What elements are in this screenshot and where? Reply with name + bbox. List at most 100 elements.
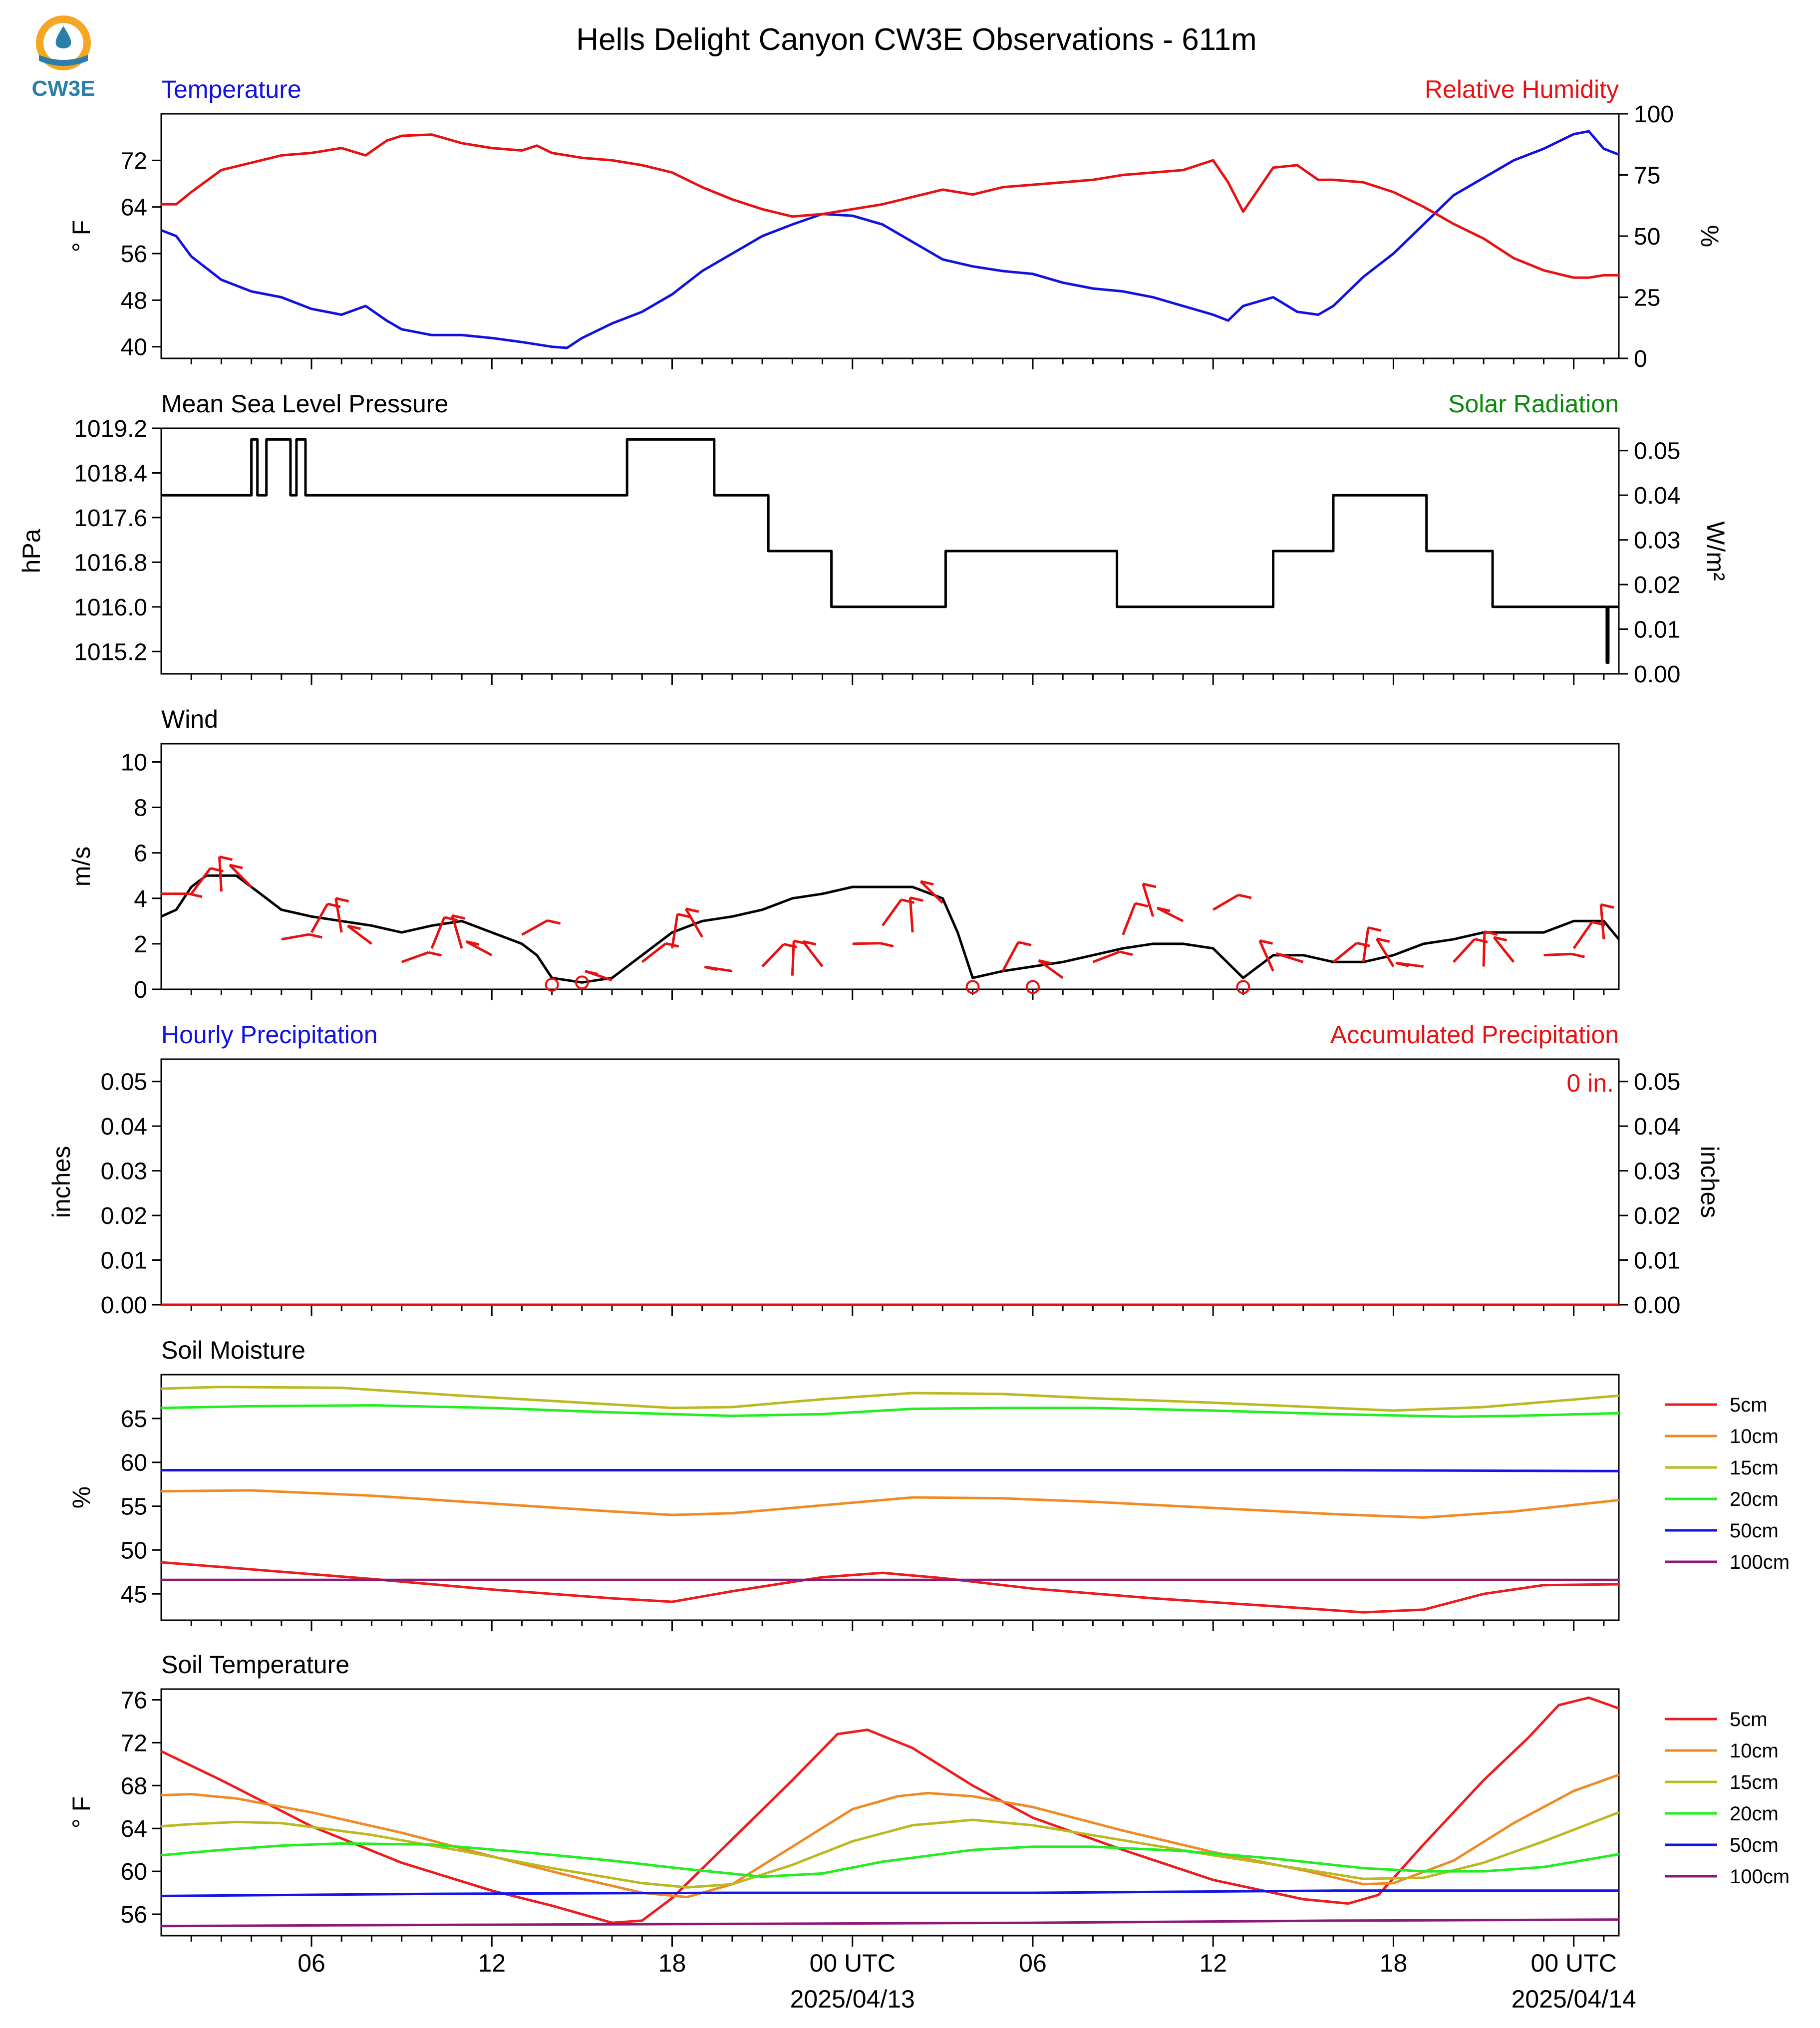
panel-title-left: Soil Temperature (161, 1651, 349, 1679)
series-line-5cm (161, 1561, 1619, 1614)
panel-title-left: Hourly Precipitation (161, 1021, 378, 1049)
series-line-20cm (161, 1404, 1619, 1418)
wind-barb-flag (677, 912, 691, 918)
wind-barb-staff (451, 915, 463, 949)
panels: Temperature Relative Humidity404856647202… (17, 75, 1790, 2013)
panel-title-left: Temperature (161, 75, 302, 103)
legend-label: 10cm (1730, 1426, 1779, 1448)
wind-barb-flag (347, 924, 361, 930)
y-tick-label: 0 (134, 977, 147, 1003)
y-tick-label: 2 (134, 931, 147, 958)
wind-barb-flag (803, 940, 817, 946)
wind-barb-staff (310, 903, 329, 933)
y-tick-label: 1017.6 (74, 505, 147, 532)
wind-barb-flag (1571, 952, 1585, 958)
wind-barb-flag (1143, 882, 1157, 888)
x-date-label: 2025/04/14 (1512, 1985, 1636, 2013)
wind-barb-staff (1453, 938, 1476, 963)
y2-tick-label: 75 (1634, 163, 1660, 189)
y-tick-label: 60 (121, 1450, 147, 1476)
wind-barb-flag (229, 864, 243, 869)
series-line-10cm (161, 1489, 1619, 1519)
wind-barb-flag (308, 933, 322, 939)
y2-tick-label: 0.05 (1634, 1069, 1680, 1096)
wind-barb-flag (1356, 941, 1370, 947)
series-line-50cm (161, 1469, 1619, 1472)
panel-temperature-humidity: Temperature Relative Humidity 40 48 56 64 72 0 2… (67, 75, 1724, 372)
y-tick-label: 72 (121, 1730, 147, 1756)
y-tick-label: 1018.4 (74, 460, 147, 487)
wind-barb-staff (1001, 941, 1020, 972)
wind-barb-staff (1212, 893, 1239, 911)
panel-soil-moisture: Soil Moisture4550556065%5cm10cm15cm20cm5… (67, 1336, 1790, 1631)
wind-barb-flag (1376, 937, 1390, 943)
wind-barb-flag (1119, 950, 1133, 956)
wind-barb-staff (671, 913, 679, 949)
y-axis-label: % (67, 1486, 95, 1508)
wind-barb-staff (1599, 904, 1605, 939)
wind-barb-staff (909, 897, 914, 933)
wind-barb-staff (401, 951, 429, 963)
wind-barb-flag (1157, 906, 1171, 912)
wind-barb-staff (641, 942, 667, 963)
x-tick-label: 18 (1380, 1949, 1408, 1977)
logo-text: CW3E (31, 76, 95, 101)
wind-barb-staff (684, 908, 703, 938)
y-tick-label: 65 (121, 1406, 147, 1433)
x-tick-label: 00 UTC (810, 1949, 896, 1977)
wind-barb-staff (802, 940, 824, 967)
wind-barb-staff (761, 943, 785, 968)
wind-barb-staff (1122, 902, 1137, 935)
wind-barb-flag (189, 892, 203, 898)
wind-barb-flag (1135, 902, 1149, 908)
x-tick-label: 12 (478, 1949, 506, 1977)
y-axis-label: hPa (17, 529, 45, 573)
wind-barb-flag (1600, 903, 1614, 909)
wind-barb-staff (1543, 952, 1572, 957)
figure-title: Hells Delight Canyon CW3E Observations -… (576, 22, 1256, 57)
plot-frame (160, 427, 1620, 675)
x-tick-label: 12 (1199, 1949, 1227, 1977)
wind-barb-staff (334, 898, 343, 933)
wind-barb-staff (229, 864, 253, 888)
plot-frame (160, 1374, 1620, 1621)
wind-barb-flag (428, 951, 442, 957)
wind-barb-flag (335, 897, 349, 903)
y-tick-label: 56 (121, 241, 147, 268)
wind-barb-flag (920, 880, 934, 886)
y2-tick-label: 50 (1634, 224, 1660, 250)
wind-barb-staff (1375, 938, 1395, 967)
wind-barb-staff (852, 942, 881, 945)
wind-barb-staff (281, 933, 309, 941)
legend-label: 10cm (1730, 1740, 1779, 1762)
legend-label: 100cm (1730, 1866, 1790, 1888)
y-tick-label: 56 (121, 1902, 147, 1928)
wind-barb-staff (1142, 883, 1155, 917)
series-line-15cm (161, 1386, 1619, 1412)
wind-barb-calm (1025, 980, 1040, 994)
series-line-50cm (161, 1889, 1619, 1897)
wind-barb-calm (965, 980, 980, 994)
x-tick-label: 06 (298, 1949, 325, 1977)
panel-pressure: Mean Sea Level Pressure Solar Radiation 10… (17, 390, 1730, 688)
wind-barb-staff (1572, 921, 1593, 949)
y-tick-label: 10 (121, 749, 147, 776)
legend-label: 5cm (1730, 1709, 1768, 1731)
wind-barb-flag (466, 940, 480, 946)
legend-label: 15cm (1730, 1457, 1779, 1479)
x-date-label: 2025/04/13 (790, 1985, 915, 2013)
y-tick-label: 0.02 (101, 1203, 147, 1229)
y-tick-label: 64 (121, 195, 147, 221)
wind-barb-staff (1482, 931, 1486, 967)
wind-barb-flag (1368, 926, 1382, 932)
series-line-left (161, 130, 1619, 349)
series-line-5cm (160, 1696, 1619, 1924)
y-axis-label: ° F (67, 1796, 95, 1828)
legend-label: 50cm (1730, 1520, 1779, 1542)
y2-tick-label: 0.05 (1634, 438, 1680, 465)
series-line-right (161, 133, 1619, 279)
time-axis-labels: 06 12 18 00 UTC 06 12 18 00 UTC 2025/04/13 2025/0… (298, 1949, 1636, 2013)
wind-barb-calm (575, 975, 589, 990)
